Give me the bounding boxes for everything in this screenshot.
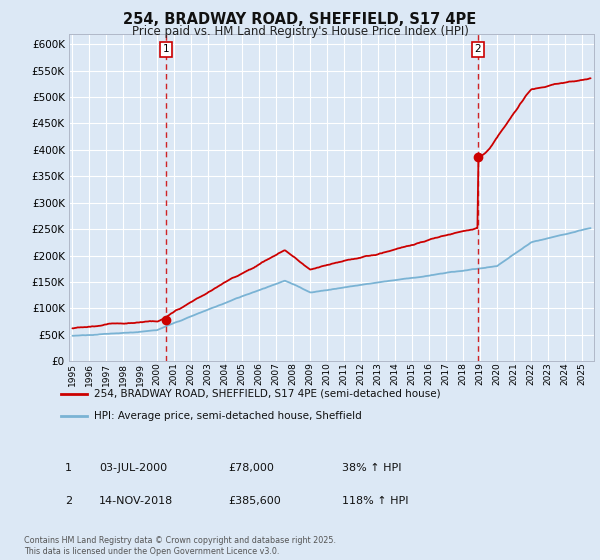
Text: 254, BRADWAY ROAD, SHEFFIELD, S17 4PE (semi-detached house): 254, BRADWAY ROAD, SHEFFIELD, S17 4PE (s… (94, 389, 441, 399)
Text: 2: 2 (65, 496, 72, 506)
Text: HPI: Average price, semi-detached house, Sheffield: HPI: Average price, semi-detached house,… (94, 410, 362, 421)
Text: Price paid vs. HM Land Registry's House Price Index (HPI): Price paid vs. HM Land Registry's House … (131, 25, 469, 38)
Text: 1: 1 (163, 44, 169, 54)
Text: 1: 1 (65, 463, 72, 473)
Text: Contains HM Land Registry data © Crown copyright and database right 2025.
This d: Contains HM Land Registry data © Crown c… (24, 536, 336, 556)
Text: 14-NOV-2018: 14-NOV-2018 (99, 496, 173, 506)
Text: 03-JUL-2000: 03-JUL-2000 (99, 463, 167, 473)
Text: £78,000: £78,000 (228, 463, 274, 473)
Text: 2: 2 (475, 44, 481, 54)
Text: £385,600: £385,600 (228, 496, 281, 506)
Text: 254, BRADWAY ROAD, SHEFFIELD, S17 4PE: 254, BRADWAY ROAD, SHEFFIELD, S17 4PE (124, 12, 476, 27)
Text: 38% ↑ HPI: 38% ↑ HPI (342, 463, 401, 473)
Text: 118% ↑ HPI: 118% ↑ HPI (342, 496, 409, 506)
